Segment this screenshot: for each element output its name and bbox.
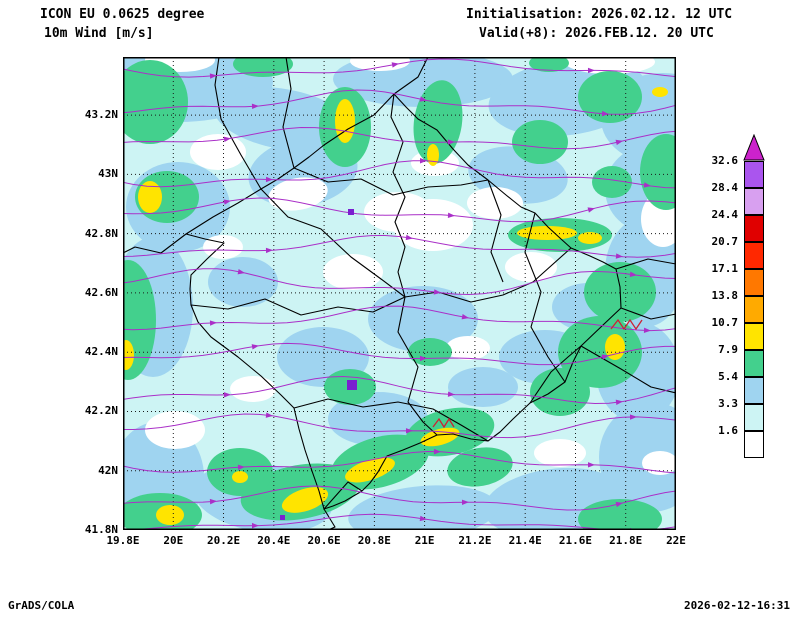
max-wind-markers <box>280 209 357 520</box>
wind-streamlines <box>123 58 676 530</box>
map-frame <box>123 57 676 530</box>
creation-timestamp: 2026-02-12-16:31 <box>684 599 790 612</box>
legend-overflow-arrow-icon <box>743 134 765 161</box>
x-tick-label: 21.2E <box>458 534 492 547</box>
x-tick-label: 20E <box>163 534 184 547</box>
wind-map-canvas <box>123 57 676 530</box>
x-tick-label: 21.8E <box>609 534 643 547</box>
legend-color-box <box>744 296 764 323</box>
legend-level-label: 5.4 <box>718 370 738 383</box>
field-title: 10m Wind [m/s] <box>44 26 154 41</box>
legend-color-box <box>744 215 764 242</box>
valid-time: Valid(+8): 2026.FEB.12. 20 UTC <box>479 26 714 41</box>
legend-level-label: 32.6 <box>711 154 739 167</box>
x-tick-label: 21.6E <box>558 534 593 547</box>
legend-color-box <box>744 242 764 269</box>
x-tick-label: 21.4E <box>508 534 542 547</box>
initialisation-time: Initialisation: 2026.02.12. 12 UTC <box>466 7 733 22</box>
x-tick-label: 20.8E <box>357 534 391 547</box>
color-scale-legend: 1.6 3.3 5.4 7.9 10.7 13.8 17.1 20.7 24.4 28.4 32.6 <box>704 130 776 475</box>
model-title: ICON EU 0.0625 degree <box>40 7 205 22</box>
legend-color-box <box>744 377 764 404</box>
legend-level-label: 20.7 <box>711 235 739 248</box>
y-tick-label: 42.2N <box>84 404 118 418</box>
y-tick-label: 42N <box>98 463 118 477</box>
legend-level-label: 13.8 <box>711 289 739 302</box>
legend-color-box <box>744 161 764 188</box>
legend-color-box <box>744 431 764 458</box>
legend-level-label: 10.7 <box>711 316 739 329</box>
legend-color-box <box>744 350 764 377</box>
legend-color-box <box>744 269 764 296</box>
x-tick-label: 21E <box>414 534 435 547</box>
map-plot-area <box>123 57 676 530</box>
legend-level-label: 24.4 <box>711 208 739 221</box>
y-tick-label: 43.2N <box>84 108 118 122</box>
grads-credit: GrADS/COLA <box>8 599 75 612</box>
legend-color-box <box>744 188 764 215</box>
legend-color-box <box>744 404 764 431</box>
zigzag-marks <box>432 318 643 429</box>
x-tick-label: 20.2E <box>206 534 241 547</box>
x-tick-label: 19.8E <box>106 534 140 547</box>
y-tick-label: 42.4N <box>84 345 118 359</box>
legend-level-label: 3.3 <box>718 397 738 410</box>
legend-color-box <box>744 323 764 350</box>
x-tick-label: 20.4E <box>257 534 291 547</box>
legend-level-label: 1.6 <box>718 424 738 437</box>
legend-level-label: 7.9 <box>718 343 738 356</box>
x-tick-label: 20.6E <box>307 534 341 547</box>
y-tick-label: 43N <box>98 167 118 181</box>
y-tick-label: 41.8N <box>84 523 118 536</box>
x-tick-label: 22E <box>666 534 686 547</box>
legend-level-label: 17.1 <box>711 262 739 275</box>
y-tick-label: 42.6N <box>84 285 118 299</box>
legend-level-label: 28.4 <box>711 181 739 194</box>
y-tick-label: 42.8N <box>84 226 118 240</box>
